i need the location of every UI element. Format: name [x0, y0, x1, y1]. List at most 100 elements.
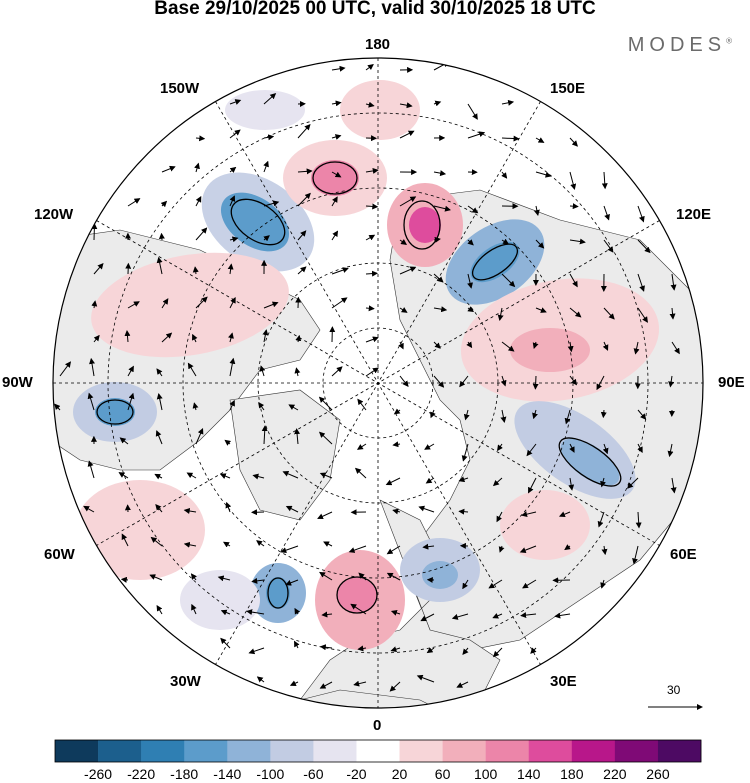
wind-vector	[535, 307, 547, 313]
colorbar-swatch	[528, 740, 573, 762]
wind-vector	[535, 171, 552, 178]
colorbar-tick-label: -60	[303, 766, 324, 782]
wind-vector	[569, 203, 579, 210]
wind-vector	[569, 307, 582, 318]
wind-vector	[252, 473, 265, 480]
colorbar-swatch	[141, 740, 185, 762]
wind-vector	[670, 477, 677, 494]
wind-vector	[433, 205, 451, 212]
africa-land	[299, 689, 461, 708]
wind-vector	[600, 477, 606, 488]
wind-vector	[289, 680, 299, 686]
wind-vector	[603, 205, 610, 221]
wind-vector	[357, 645, 367, 652]
wind-vector	[294, 607, 301, 615]
wind-vector	[365, 101, 375, 108]
wind-vector	[127, 392, 135, 411]
wind-vector	[331, 366, 343, 377]
wind-vector	[602, 443, 609, 455]
wind-vector	[637, 409, 647, 420]
wind-vector	[564, 544, 571, 551]
wind-vector	[220, 637, 231, 649]
wind-vector	[297, 123, 311, 139]
wind-vector	[297, 168, 313, 175]
wind-vector	[392, 441, 401, 448]
wind-vector	[399, 239, 408, 245]
wind-vector	[156, 393, 163, 411]
wind-vector	[498, 545, 505, 553]
wind-vector	[500, 375, 507, 387]
wind-vector	[183, 508, 197, 514]
wind-vector	[467, 239, 474, 246]
wind-vector	[433, 236, 441, 243]
wind-vector	[501, 135, 520, 142]
colorbar-swatch	[356, 740, 400, 762]
wind-vector	[637, 307, 648, 323]
meridian-line	[96, 220, 660, 546]
wind-vector	[385, 477, 401, 486]
wind-vector	[297, 230, 307, 241]
wind-vector	[501, 238, 510, 245]
wind-vector	[430, 409, 436, 419]
wind-vector	[229, 195, 236, 207]
wind-vector	[187, 362, 197, 377]
wind-vector	[150, 536, 163, 547]
wind-vector	[399, 375, 409, 387]
wind-vector	[154, 473, 163, 480]
wind-vector	[365, 63, 374, 71]
wind-vector	[602, 341, 609, 351]
colorbar	[54, 739, 702, 763]
wind-vector	[229, 129, 241, 139]
wind-vector	[671, 341, 680, 355]
wind-vector	[569, 137, 578, 147]
colorbar-swatch	[442, 740, 486, 762]
wind-vector	[161, 332, 173, 343]
wind-vector	[365, 305, 375, 312]
wind-vector	[120, 576, 129, 583]
colorbar-swatch	[98, 740, 142, 762]
wind-vector	[670, 273, 677, 291]
contour-line	[230, 198, 286, 246]
colorbar-frame	[54, 739, 702, 763]
anomaly-pos-europe-core	[337, 577, 377, 613]
wind-vector	[195, 427, 204, 445]
colorbar-swatch	[184, 740, 228, 762]
wind-vector	[520, 612, 537, 619]
lon-label-0: 0	[373, 717, 382, 734]
colorbar-tick-label: 20	[391, 766, 408, 782]
colorbar-swatch	[270, 740, 314, 762]
wind-vector	[223, 541, 231, 548]
wind-vector	[348, 545, 367, 553]
wind-vector	[229, 399, 235, 411]
wind-vector	[358, 572, 367, 581]
wind-vector	[425, 477, 435, 484]
wind-vector	[533, 205, 540, 216]
wind-vector	[519, 545, 537, 553]
wind-vector	[261, 425, 268, 445]
wind-vector	[317, 511, 333, 520]
greenland-land	[229, 389, 341, 521]
wind-vector	[294, 428, 301, 445]
colorbar-swatch	[227, 740, 271, 762]
wind-vector	[569, 273, 578, 288]
wind-vector	[521, 511, 537, 518]
wind-vector	[433, 170, 447, 177]
wind-vector	[83, 505, 95, 513]
wind-vector	[118, 472, 129, 479]
wind-vector	[422, 543, 435, 550]
wind-vector	[89, 357, 95, 377]
wind-vector	[228, 332, 234, 343]
wind-vector	[492, 612, 503, 619]
wind-vector	[462, 647, 469, 655]
colorbar-tick-label: 260	[646, 766, 670, 782]
lon-label-60e: 60E	[670, 546, 697, 563]
wind-vector	[87, 460, 95, 479]
colorbar-tick-label: -180	[170, 766, 199, 782]
colorbar-tick-label: 60	[434, 766, 451, 782]
wind-vector	[603, 239, 614, 253]
anomaly-pos-bering-core	[311, 160, 359, 196]
wind-vector	[500, 409, 507, 423]
wind-vector	[390, 646, 401, 653]
wind-vector	[492, 477, 503, 487]
wind-vector	[195, 296, 208, 309]
